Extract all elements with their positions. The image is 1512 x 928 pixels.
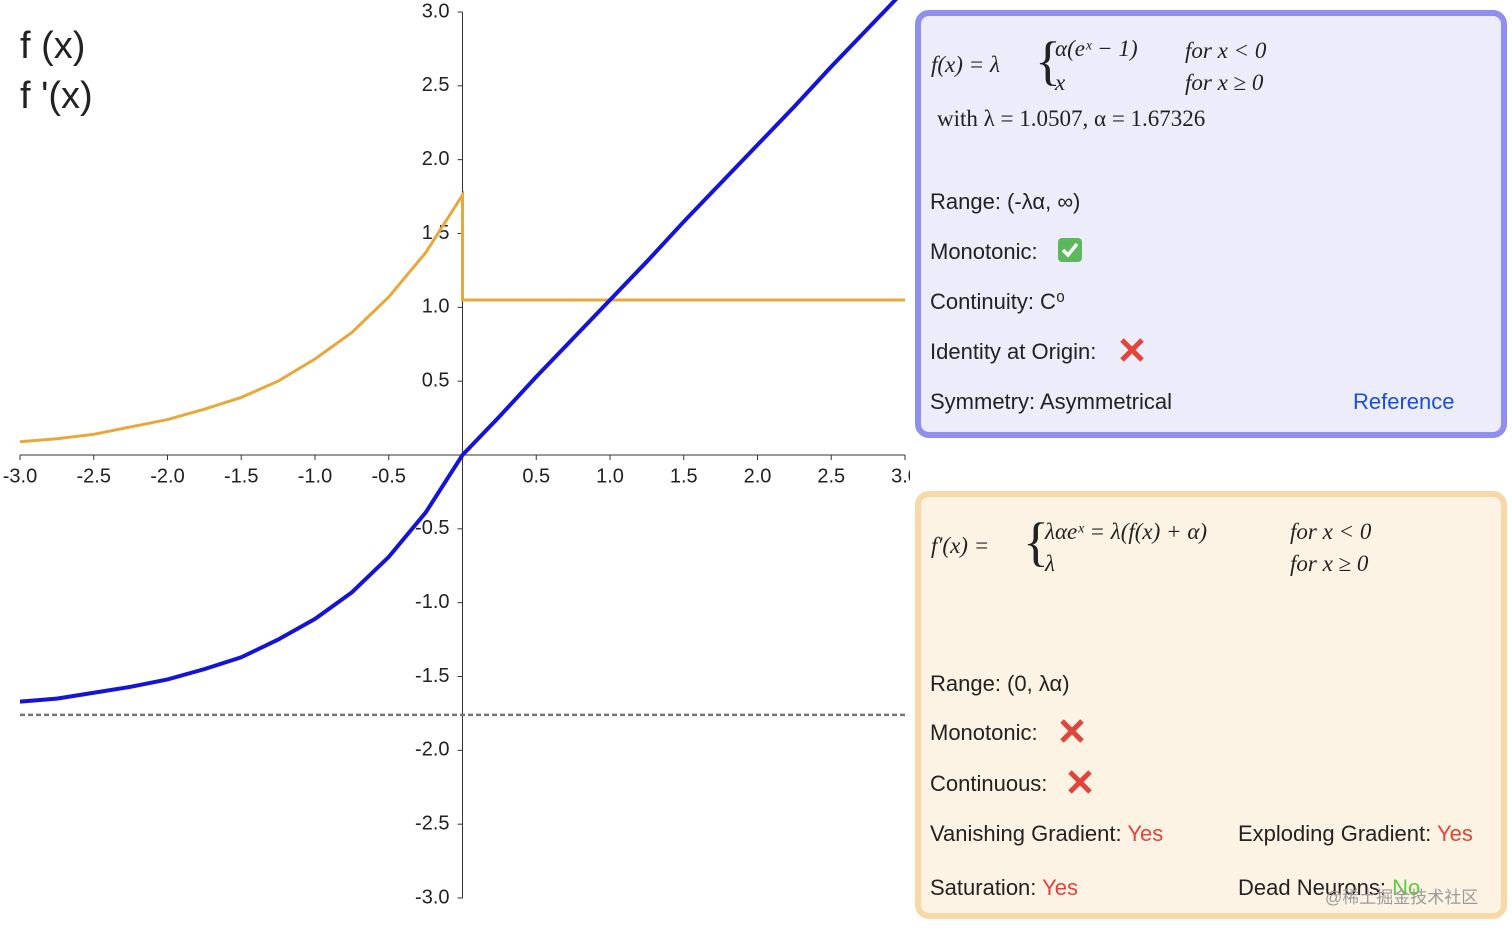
continuous: Continuous: xyxy=(930,771,1048,796)
continuity: Continuity: C⁰ xyxy=(930,289,1065,314)
value: Yes xyxy=(1436,821,1473,846)
x-tick-label: -0.5 xyxy=(372,465,406,487)
y-tick-label: -2.5 xyxy=(415,812,449,834)
series-line xyxy=(19,189,905,444)
y-tick-label: 1.0 xyxy=(422,296,450,318)
formula-case: x xyxy=(1055,70,1066,95)
monotonic: Monotonic: xyxy=(930,720,1038,745)
x-tick-label: -1.0 xyxy=(298,465,332,487)
formula-case: α(eˣ − 1) xyxy=(1055,36,1138,61)
cross-icon xyxy=(1060,719,1084,743)
formula-lhs: f′(x) = xyxy=(931,533,990,558)
formula-case: λαeˣ = λ(f(x) + α) xyxy=(1045,519,1208,544)
y-tick-label: -1.5 xyxy=(415,665,449,687)
y-tick-label: -3.0 xyxy=(415,886,449,908)
dead-neurons: Dead Neurons: No xyxy=(1238,875,1420,901)
x-tick-label: -2.5 xyxy=(77,465,111,487)
formula-params: with λ = 1.0507, α = 1.67326 xyxy=(937,106,1206,131)
monotonic: Monotonic: xyxy=(930,239,1038,264)
formula-condition: for x ≥ 0 xyxy=(1290,551,1369,576)
vanishing-gradient: Vanishing Gradient: Yes xyxy=(930,821,1163,847)
symmetry: Symmetry: Asymmetrical xyxy=(930,389,1173,414)
check-icon xyxy=(1058,238,1082,262)
y-tick-label: 3.0 xyxy=(422,0,450,22)
formula-condition: for x < 0 xyxy=(1290,519,1372,544)
brace: { xyxy=(1023,512,1049,572)
x-tick-label: 1.5 xyxy=(670,465,698,487)
formula-lhs: f(x) = λ xyxy=(931,52,1000,77)
y-tick-label: -1.0 xyxy=(415,591,449,613)
x-tick-label: 2.5 xyxy=(817,465,845,487)
value: Yes xyxy=(1042,875,1079,900)
x-tick-label: -2.0 xyxy=(150,465,184,487)
value: No xyxy=(1392,875,1421,900)
x-tick-label: -1.5 xyxy=(224,465,258,487)
x-tick-label: 2.0 xyxy=(744,465,772,487)
range: Range: (-λα, ∞) xyxy=(930,189,1081,214)
y-tick-label: 2.0 xyxy=(422,148,450,170)
x-tick-label: 0.5 xyxy=(522,465,550,487)
y-tick-label: 2.5 xyxy=(422,74,450,96)
formula-condition: for x ≥ 0 xyxy=(1185,70,1264,95)
cross-icon xyxy=(1120,338,1144,362)
cross-icon xyxy=(1068,770,1092,794)
chart: -3.0 -2.5 -2.0 -1.5 -1.0 -0.5 0.5 1.0 1.5 2.0 2.5 3… xyxy=(3,0,910,908)
formula-case: λ xyxy=(1045,551,1055,576)
exploding-gradient: Exploding Gradient: Yes xyxy=(1238,821,1473,847)
y-tick-label: -0.5 xyxy=(415,517,449,539)
label: Vanishing Gradient: xyxy=(930,821,1122,846)
value: Yes xyxy=(1127,821,1164,846)
y-tick-label: 1.5 xyxy=(422,222,450,244)
derivative-panel: f′(x) = { λαeˣ = λ(f(x) + α) for x < 0 λ… xyxy=(915,491,1507,919)
y-tick-label: -2.0 xyxy=(415,739,449,761)
range: Range: (0, λα) xyxy=(930,671,1070,696)
x-tick-label: -3.0 xyxy=(3,465,37,487)
y-tick-label: 0.5 xyxy=(422,369,450,391)
label: Dead Neurons: xyxy=(1238,875,1386,900)
saturation: Saturation: Yes xyxy=(930,875,1078,901)
series-line xyxy=(19,0,899,704)
label: Saturation: xyxy=(930,875,1037,900)
identity: Identity at Origin: xyxy=(930,339,1097,364)
label: Exploding Gradient: xyxy=(1238,821,1432,846)
x-tick-label: 1.0 xyxy=(596,465,624,487)
brace: { xyxy=(1035,31,1061,91)
watermark: @稀土掘金技术社区 xyxy=(1325,888,1479,907)
x-tick-label: 3.0 xyxy=(891,465,910,487)
function-panel: f(x) = λ { α(eˣ − 1) for x < 0 x for x ≥… xyxy=(915,10,1507,438)
formula-condition: for x < 0 xyxy=(1185,38,1267,63)
legend-entry: f (x) xyxy=(20,25,85,67)
reference-link[interactable]: Reference xyxy=(1353,389,1455,414)
legend-entry: f '(x) xyxy=(20,75,93,117)
